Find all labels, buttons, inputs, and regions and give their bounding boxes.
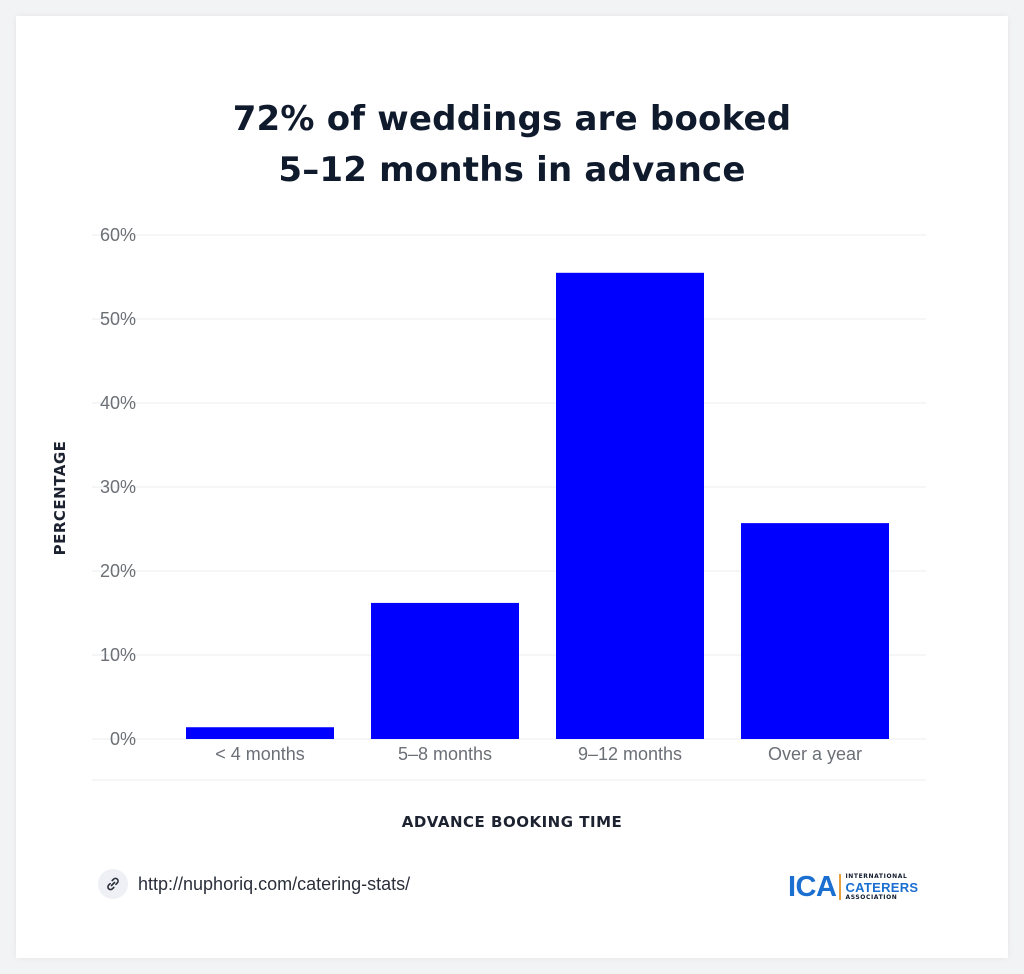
x-tick-label: < 4 months (215, 744, 305, 764)
chart-title-line-2: 5–12 months in advance (278, 150, 746, 190)
logo-line-1: INTERNATIONAL (845, 872, 908, 880)
chart-card: 72% of weddings are booked 5–12 months i… (16, 16, 1008, 958)
source-link[interactable]: http://nuphoriq.com/catering-stats/ (98, 869, 410, 899)
bar (371, 602, 519, 739)
bar (556, 272, 704, 739)
logo-mark: ICA (788, 871, 837, 903)
x-axis-ticks: < 4 months 5–8 months 9–12 months Over a ye… (215, 744, 862, 764)
y-axis-title: PERCENTAGE (51, 441, 69, 556)
bar (186, 727, 334, 739)
x-axis-title: ADVANCE BOOKING TIME (402, 813, 623, 831)
logo-words: INTERNATIONAL CATERERS ASSOCIATION (845, 872, 919, 901)
bar (741, 523, 889, 739)
y-tick-label: 60% (100, 225, 136, 245)
y-tick-label: 50% (100, 309, 136, 329)
logo-line-2: CATERERS (845, 879, 919, 895)
source-url[interactable]: http://nuphoriq.com/catering-stats/ (138, 873, 411, 894)
link-icon (98, 869, 128, 899)
logo-divider (839, 874, 842, 900)
chart-title: 72% of weddings are booked 5–12 months i… (16, 94, 1008, 196)
x-tick-label: 9–12 months (578, 744, 682, 764)
chart-title-line-1: 72% of weddings are booked (232, 99, 792, 139)
bar-chart: 0% 10% 20% 30% 40% 50% 60% < 4 months 5–8 month… (51, 225, 926, 831)
y-tick-label: 40% (100, 393, 136, 413)
y-tick-label: 30% (100, 477, 136, 497)
y-tick-label: 0% (110, 729, 136, 749)
x-tick-label: Over a year (768, 744, 862, 764)
y-tick-label: 20% (100, 561, 136, 581)
x-tick-label: 5–8 months (398, 744, 492, 764)
bars (186, 272, 889, 739)
y-axis-ticks: 0% 10% 20% 30% 40% 50% 60% (100, 225, 136, 749)
logo-line-3: ASSOCIATION (845, 893, 898, 901)
grid-lines (92, 234, 926, 781)
ica-logo: ICA INTERNATIONAL CATERERS ASSOCIATION (788, 872, 918, 902)
y-tick-label: 10% (100, 645, 136, 665)
